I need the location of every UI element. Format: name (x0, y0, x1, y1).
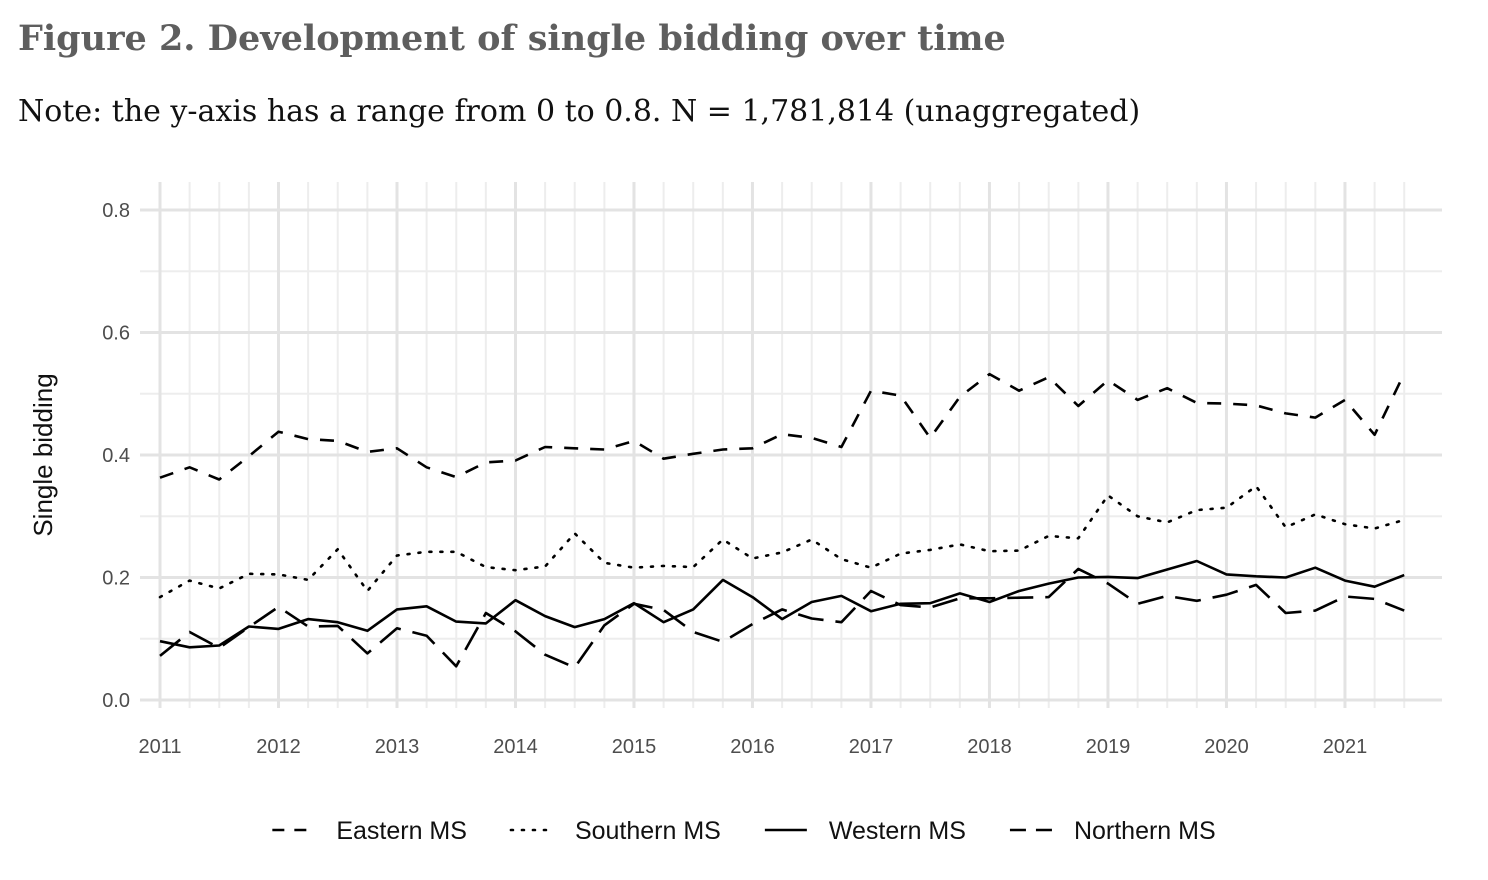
figure-title: Figure 2. Development of single bidding … (18, 18, 1006, 59)
x-tick-label: 2017 (849, 736, 894, 758)
x-tick-label: 2012 (256, 736, 301, 758)
x-tick-label: 2018 (967, 736, 1012, 758)
series-line (159, 567, 1405, 669)
x-tick-label: 2021 (1323, 736, 1368, 758)
y-tick-label: 0.4 (102, 445, 130, 467)
x-tick-label: 2016 (730, 736, 775, 758)
x-tick-label: 2011 (138, 736, 181, 758)
y-tick-label: 0.2 (102, 568, 130, 590)
legend-label: Eastern MS (336, 817, 467, 845)
y-tick-label: 0.6 (102, 323, 130, 345)
grid-major (140, 182, 1442, 708)
line-chart: 0.0 0.2 0.4 0.6 0.8 2011 2012 2013 2014 2015 2016… (28, 182, 1442, 845)
y-tick-label: 0.0 (102, 690, 130, 712)
legend-label: Western MS (829, 817, 966, 845)
legend-label: Northern MS (1074, 817, 1216, 845)
y-axis-label: Single bidding (28, 373, 58, 536)
legend-label: Southern MS (575, 817, 721, 845)
figure-note: Note: the y-axis has a range from 0 to 0… (18, 94, 1141, 129)
series-line (159, 559, 1405, 649)
x-tick-label: 2019 (1086, 736, 1131, 758)
x-tick-label: 2013 (375, 736, 420, 758)
x-tick-label: 2020 (1204, 736, 1249, 758)
x-tick-label: 2015 (612, 736, 657, 758)
grid-minor (140, 182, 1442, 708)
series-lines (158, 372, 1406, 669)
y-tick-labels: 0.0 0.2 0.4 0.6 0.8 (102, 200, 130, 712)
x-tick-labels: 2011 2012 2013 2014 2015 2016 2017 2018 2019 2020… (138, 736, 1367, 758)
y-tick-label: 0.8 (102, 200, 130, 222)
x-tick-label: 2014 (493, 736, 538, 758)
legend: Eastern MS Southern MS Western MS Northern … (272, 817, 1216, 845)
